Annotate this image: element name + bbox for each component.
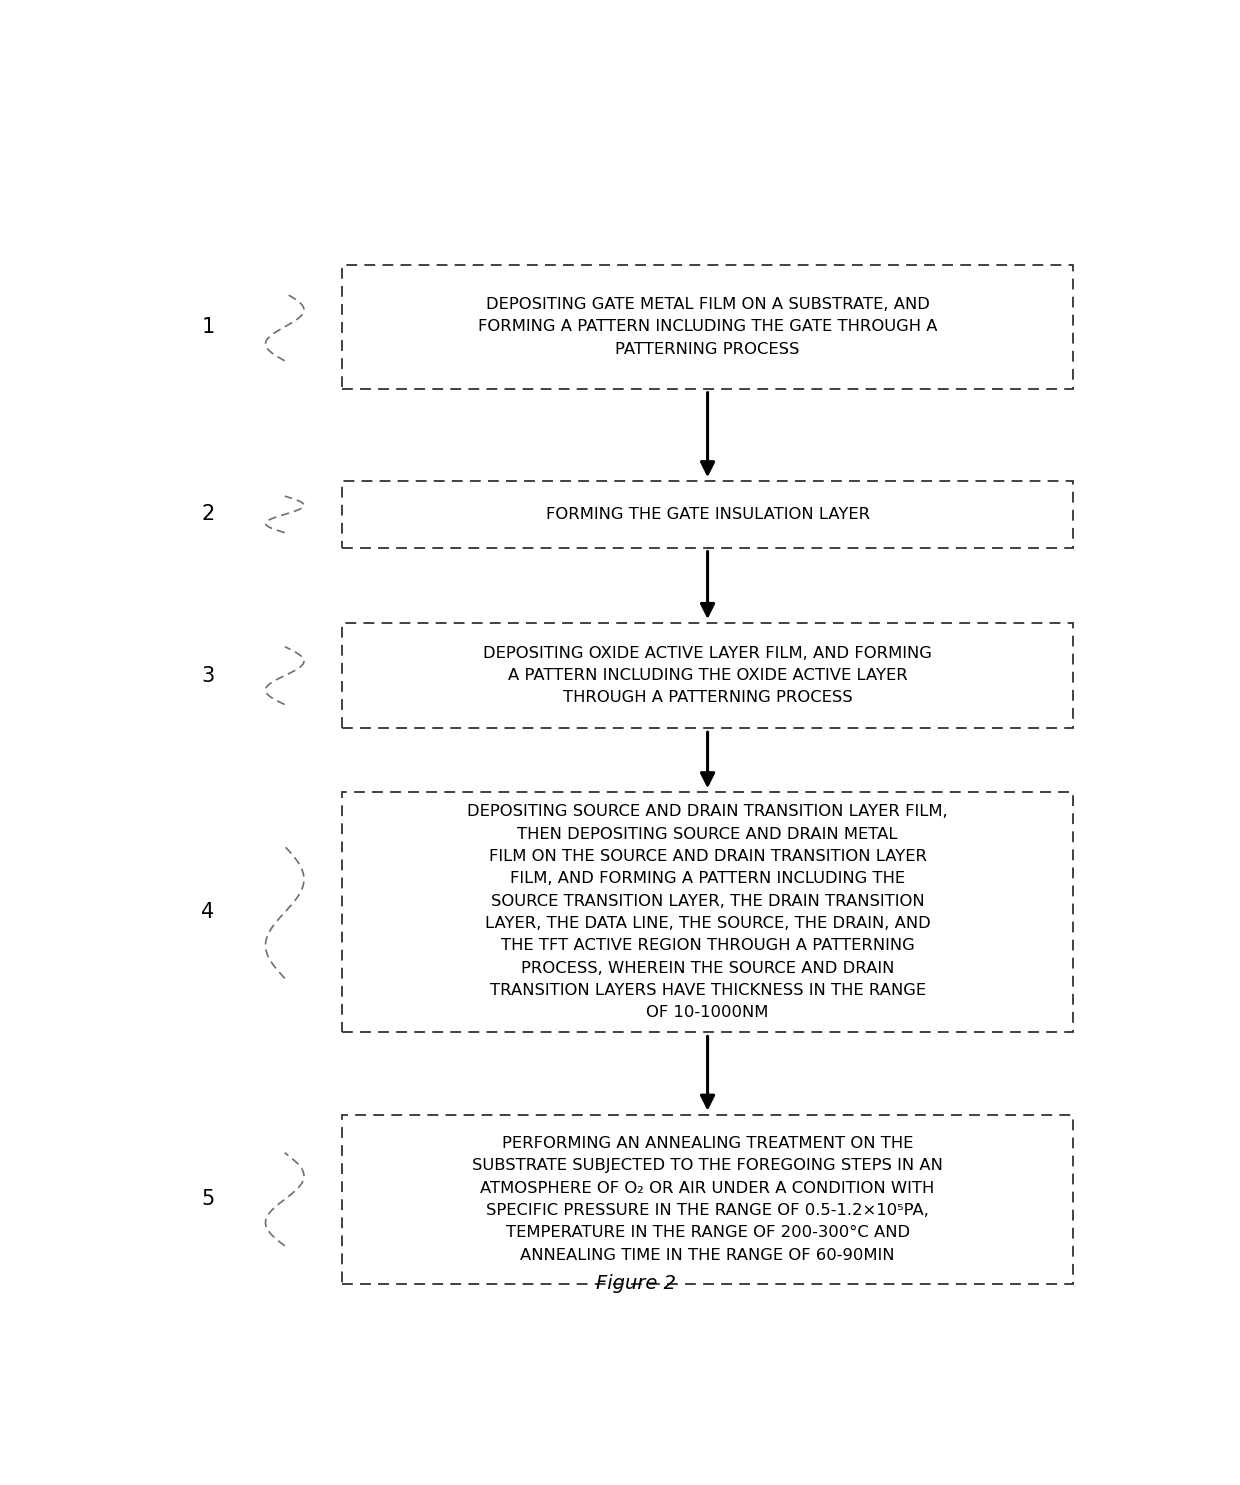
- Text: FILM ON THE SOURCE AND DRAIN TRANSITION LAYER: FILM ON THE SOURCE AND DRAIN TRANSITION …: [489, 849, 926, 864]
- Text: TEMPERATURE IN THE RANGE OF 200-300°C AND: TEMPERATURE IN THE RANGE OF 200-300°C AN…: [506, 1225, 910, 1240]
- Text: PERFORMING AN ANNEALING TREATMENT ON THE: PERFORMING AN ANNEALING TREATMENT ON THE: [502, 1136, 914, 1151]
- Text: DEPOSITING SOURCE AND DRAIN TRANSITION LAYER FILM,: DEPOSITING SOURCE AND DRAIN TRANSITION L…: [467, 805, 947, 820]
- Text: 5: 5: [201, 1189, 215, 1209]
- Text: 2: 2: [201, 505, 215, 524]
- Text: PATTERNING PROCESS: PATTERNING PROCESS: [615, 342, 800, 356]
- FancyBboxPatch shape: [342, 481, 1073, 548]
- Text: SUBSTRATE SUBJECTED TO THE FOREGOING STEPS IN AN: SUBSTRATE SUBJECTED TO THE FOREGOING STE…: [472, 1158, 942, 1173]
- Text: ATMOSPHERE OF O₂ OR AIR UNDER A CONDITION WITH: ATMOSPHERE OF O₂ OR AIR UNDER A CONDITIO…: [480, 1181, 935, 1195]
- Text: FORMING A PATTERN INCLUDING THE GATE THROUGH A: FORMING A PATTERN INCLUDING THE GATE THR…: [477, 319, 937, 334]
- Text: FILM, AND FORMING A PATTERN INCLUDING THE: FILM, AND FORMING A PATTERN INCLUDING TH…: [510, 872, 905, 887]
- Text: ANNEALING TIME IN THE RANGE OF 60-90MIN: ANNEALING TIME IN THE RANGE OF 60-90MIN: [521, 1247, 895, 1262]
- Text: TRANSITION LAYERS HAVE THICKNESS IN THE RANGE: TRANSITION LAYERS HAVE THICKNESS IN THE …: [490, 983, 925, 998]
- Text: THEN DEPOSITING SOURCE AND DRAIN METAL: THEN DEPOSITING SOURCE AND DRAIN METAL: [517, 827, 898, 842]
- Text: PROCESS, WHEREIN THE SOURCE AND DRAIN: PROCESS, WHEREIN THE SOURCE AND DRAIN: [521, 961, 894, 976]
- FancyBboxPatch shape: [342, 1115, 1073, 1285]
- FancyBboxPatch shape: [342, 792, 1073, 1032]
- Text: THROUGH A PATTERNING PROCESS: THROUGH A PATTERNING PROCESS: [563, 691, 852, 705]
- Text: DEPOSITING GATE METAL FILM ON A SUBSTRATE, AND: DEPOSITING GATE METAL FILM ON A SUBSTRAT…: [486, 297, 930, 312]
- Text: 3: 3: [201, 665, 215, 686]
- Text: Figure 2: Figure 2: [595, 1274, 676, 1293]
- Text: THE TFT ACTIVE REGION THROUGH A PATTERNING: THE TFT ACTIVE REGION THROUGH A PATTERNI…: [501, 939, 914, 953]
- Text: SOURCE TRANSITION LAYER, THE DRAIN TRANSITION: SOURCE TRANSITION LAYER, THE DRAIN TRANS…: [491, 894, 924, 909]
- Text: A PATTERN INCLUDING THE OXIDE ACTIVE LAYER: A PATTERN INCLUDING THE OXIDE ACTIVE LAY…: [507, 668, 908, 683]
- FancyBboxPatch shape: [342, 624, 1073, 728]
- Text: SPECIFIC PRESSURE IN THE RANGE OF 0.5-1.2×10⁵PA,: SPECIFIC PRESSURE IN THE RANGE OF 0.5-1.…: [486, 1203, 929, 1218]
- Text: LAYER, THE DATA LINE, THE SOURCE, THE DRAIN, AND: LAYER, THE DATA LINE, THE SOURCE, THE DR…: [485, 916, 930, 931]
- Text: 1: 1: [201, 316, 215, 337]
- Text: FORMING THE GATE INSULATION LAYER: FORMING THE GATE INSULATION LAYER: [546, 506, 869, 521]
- Text: DEPOSITING OXIDE ACTIVE LAYER FILM, AND FORMING: DEPOSITING OXIDE ACTIVE LAYER FILM, AND …: [484, 646, 932, 661]
- FancyBboxPatch shape: [342, 266, 1073, 389]
- Text: OF 10-1000NM: OF 10-1000NM: [646, 1005, 769, 1020]
- Text: 4: 4: [201, 903, 215, 922]
